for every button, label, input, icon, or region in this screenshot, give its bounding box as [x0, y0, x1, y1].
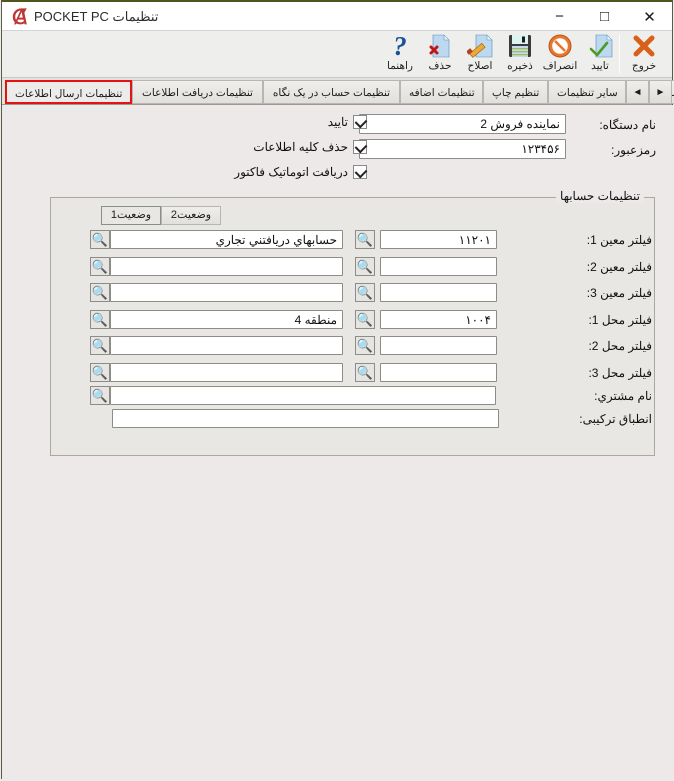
svg-text:?: ? [393, 33, 407, 59]
